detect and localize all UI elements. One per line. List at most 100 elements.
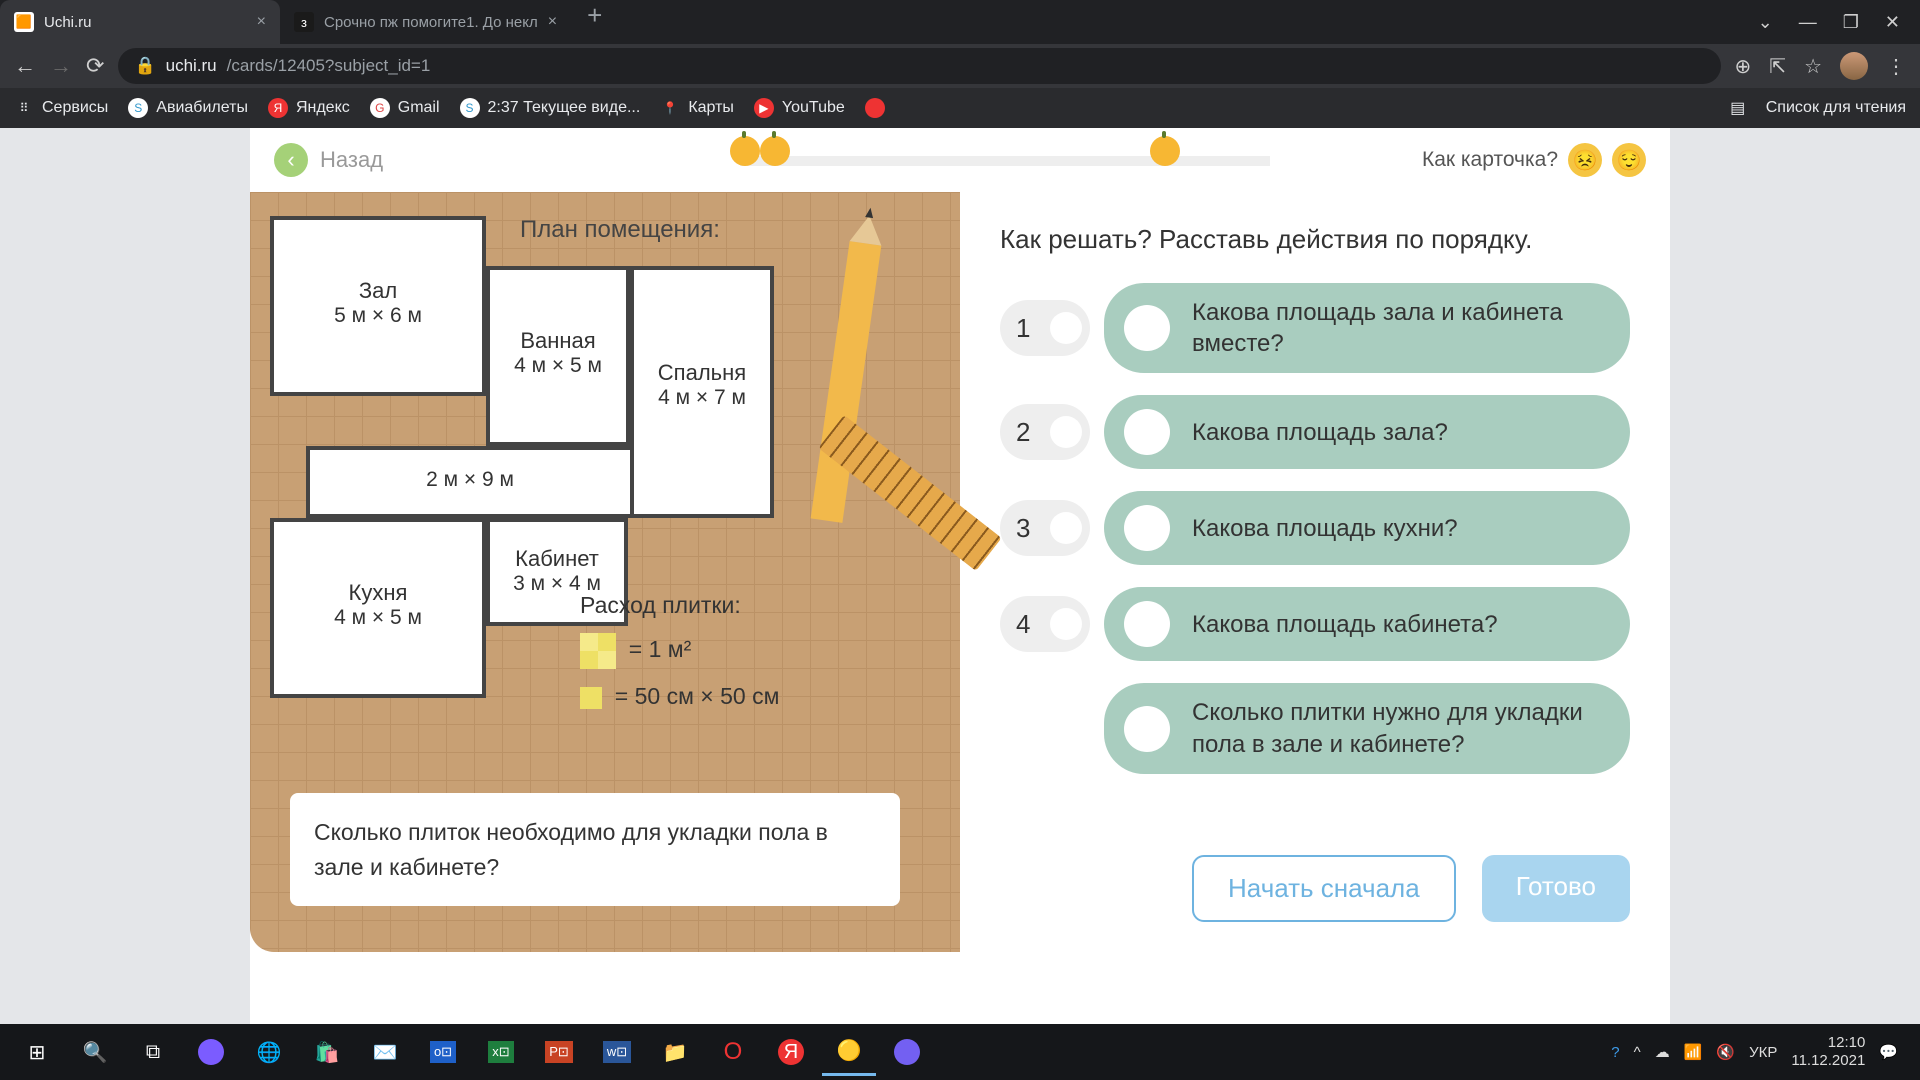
wifi-icon[interactable]: 📶 <box>1684 1043 1703 1061</box>
bookmark-maps[interactable]: 📍Карты <box>660 98 734 118</box>
forward-icon: → <box>50 53 72 79</box>
volume-icon[interactable]: 🔇 <box>1716 1043 1735 1061</box>
new-tab-button[interactable]: + <box>571 0 618 44</box>
address-field[interactable]: 🔒 uchi.ru/cards/12405?subject_id=1 <box>118 48 1720 84</box>
language-indicator[interactable]: УКР <box>1749 1044 1777 1061</box>
answer-title: Как решать? Расставь действия по порядку… <box>1000 224 1630 255</box>
answer-panel: Как решать? Расставь действия по порядку… <box>960 192 1670 952</box>
taskbar-app[interactable] <box>184 1028 238 1076</box>
orange-icon <box>730 136 760 166</box>
reload-icon[interactable]: ⟳ <box>86 53 104 79</box>
system-tray: ? ^ ☁ 📶 🔇 УКР 12:10 11.12.2021 💬 <box>1611 1034 1910 1070</box>
help-icon[interactable]: ? <box>1611 1044 1619 1061</box>
tab-strip: 🟧 Uchi.ru × з Срочно пж помогите1. До не… <box>0 0 618 44</box>
taskbar-store[interactable]: 🛍️ <box>300 1028 354 1076</box>
option-1[interactable]: Какова площадь зала и кабинета вместе? <box>1104 283 1630 373</box>
taskbar-viber[interactable] <box>880 1028 934 1076</box>
menu-icon[interactable]: ⋮ <box>1886 54 1906 79</box>
share-icon[interactable]: ⇱ <box>1769 54 1786 79</box>
option-handle[interactable] <box>1124 706 1170 752</box>
reading-list[interactable]: ▤ Список для чтения <box>1730 98 1906 118</box>
answer-row: 1 Какова площадь зала и кабинета вместе? <box>1000 283 1630 373</box>
taskbar-mail[interactable]: ✉️ <box>358 1028 412 1076</box>
bookmark-youtube[interactable]: ▶YouTube <box>754 98 845 118</box>
question-box: Сколько плиток необходимо для укладки по… <box>290 793 900 906</box>
option-handle[interactable] <box>1124 505 1170 551</box>
taskbar-edge[interactable]: 🌐 <box>242 1028 296 1076</box>
tile-legend: Расход плитки: = 1 м² = 50 см × 50 см <box>580 592 779 710</box>
rate-ok-button[interactable]: 😌 <box>1612 143 1646 177</box>
plan-title: План помещения: <box>520 216 720 244</box>
favicon: з <box>294 12 314 32</box>
close-window-icon[interactable]: ✕ <box>1885 12 1900 33</box>
done-button[interactable]: Готово <box>1482 855 1630 922</box>
back-button[interactable]: ‹ <box>274 143 308 177</box>
order-slot-1[interactable]: 1 <box>1000 300 1090 356</box>
option-2[interactable]: Какова площадь зала? <box>1104 395 1630 469</box>
taskbar-outlook[interactable]: o⊡ <box>416 1028 470 1076</box>
restart-button[interactable]: Начать сначала <box>1192 855 1456 922</box>
taskbar-chrome[interactable]: 🟡 <box>822 1028 876 1076</box>
room-zal: Зал 5 м × 6 м <box>270 216 486 396</box>
progress-orange-right <box>1150 136 1180 166</box>
option-handle[interactable] <box>1124 305 1170 351</box>
rate-sad-button[interactable]: 😣 <box>1568 143 1602 177</box>
bookmark-gmail[interactable]: GGmail <box>370 98 440 118</box>
slot-dot <box>1050 312 1082 344</box>
order-slot-3[interactable]: 3 <box>1000 500 1090 556</box>
bookmark-red[interactable] <box>865 98 885 118</box>
option-3[interactable]: Какова площадь кухни? <box>1104 491 1630 565</box>
apps-icon: ⠿ <box>14 98 34 118</box>
youtube-icon: ▶ <box>754 98 774 118</box>
taskbar-explorer[interactable]: 📁 <box>648 1028 702 1076</box>
option-4[interactable]: Какова площадь кабинета? <box>1104 587 1630 661</box>
bookmark-services[interactable]: ⠿Сервисы <box>14 98 108 118</box>
slot-dot <box>1050 416 1082 448</box>
answer-row: Сколько плитки нужно для укладки пола в … <box>1000 683 1630 773</box>
minimize-icon[interactable]: — <box>1799 12 1817 33</box>
taskbar-yandex[interactable]: Я <box>764 1028 818 1076</box>
slot-dot <box>1050 608 1082 640</box>
action-buttons: Начать сначала Готово <box>1192 855 1630 922</box>
option-handle[interactable] <box>1124 601 1170 647</box>
bookmark-yandex[interactable]: ЯЯндекс <box>268 98 350 118</box>
taskbar-opera[interactable]: O <box>706 1028 760 1076</box>
tray-chevron-icon[interactable]: ^ <box>1634 1044 1641 1061</box>
chevron-down-icon[interactable]: ⌄ <box>1758 12 1773 33</box>
red-icon <box>865 98 885 118</box>
tab-title: Uchi.ru <box>44 14 92 31</box>
taskbar-word[interactable]: w⊡ <box>590 1028 644 1076</box>
orange-icon <box>1150 136 1180 166</box>
url-path: /cards/12405?subject_id=1 <box>227 56 431 76</box>
option-handle[interactable] <box>1124 409 1170 455</box>
card-body: План помещения: Зал 5 м × 6 м Ванная 4 м… <box>250 192 1670 952</box>
notifications-icon[interactable]: 💬 <box>1879 1043 1898 1061</box>
option-5[interactable]: Сколько плитки нужно для укладки пола в … <box>1104 683 1630 773</box>
gmail-icon: G <box>370 98 390 118</box>
close-icon[interactable]: × <box>548 13 557 31</box>
maximize-icon[interactable]: ❐ <box>1843 12 1859 33</box>
zoom-icon[interactable]: ⊕ <box>1735 54 1752 79</box>
close-icon[interactable]: × <box>257 13 266 31</box>
tray-cloud-icon[interactable]: ☁ <box>1655 1043 1670 1061</box>
search-button[interactable]: 🔍 <box>68 1028 122 1076</box>
tab-inactive[interactable]: з Срочно пж помогите1. До некл × <box>280 0 571 44</box>
tile-small-icon <box>580 687 602 709</box>
taskbar-excel[interactable]: x⊡ <box>474 1028 528 1076</box>
profile-avatar[interactable] <box>1840 52 1868 80</box>
star-icon[interactable]: ☆ <box>1804 54 1822 79</box>
order-slot-4[interactable]: 4 <box>1000 596 1090 652</box>
taskbar-powerpoint[interactable]: P⊡ <box>532 1028 586 1076</box>
tab-active[interactable]: 🟧 Uchi.ru × <box>0 0 280 44</box>
start-button[interactable]: ⊞ <box>10 1028 64 1076</box>
bookmark-flights[interactable]: SАвиабилеты <box>128 98 248 118</box>
room-van: Ванная 4 м × 5 м <box>486 266 630 446</box>
order-slot-2[interactable]: 2 <box>1000 404 1090 460</box>
back-icon[interactable]: ← <box>14 53 36 79</box>
clock[interactable]: 12:10 11.12.2021 <box>1791 1034 1865 1070</box>
bookmark-video[interactable]: S2:37 Текущее виде... <box>460 98 641 118</box>
url-domain: uchi.ru <box>166 56 217 76</box>
answer-row: 2 Какова площадь зала? <box>1000 395 1630 469</box>
lock-icon: 🔒 <box>134 56 155 76</box>
task-view-button[interactable]: ⧉ <box>126 1028 180 1076</box>
